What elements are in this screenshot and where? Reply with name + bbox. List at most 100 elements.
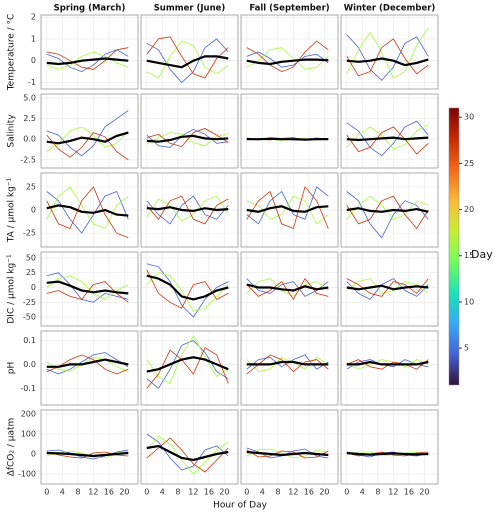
x-tick-label: 4 [360,488,365,497]
day-line [346,126,429,155]
mean-line [346,136,429,142]
panel-background [241,94,338,168]
column-title: Summer (June) [154,4,226,14]
panel [40,330,139,406]
colorbar-title: Day [471,248,493,261]
mean-line [146,444,229,462]
panel-border [240,251,339,327]
panel-border [340,93,439,169]
y-tick-label: -1 [28,78,36,87]
day-line [46,110,129,157]
y-tick-label: 0.0 [23,135,36,144]
day-line [146,435,229,475]
mean-line [246,137,329,141]
lines [246,40,329,73]
mean-line [246,450,329,457]
y-tick-label: 50 [26,253,36,262]
day-line [46,186,129,230]
mean-line [346,57,429,67]
x-tick-label: 8 [75,488,80,497]
day-line [46,352,129,375]
x-tick-label: 4 [260,488,265,497]
y-tick-label: -25 [23,298,36,307]
panel-border [340,251,439,327]
x-tick-label: 20 [119,488,129,497]
panel-border [240,330,339,406]
day-line [346,191,429,239]
lines [346,278,429,300]
colorbar [448,107,460,386]
day-line [346,124,429,150]
panel [140,251,239,327]
colorbar-tick-label: 20 [464,205,474,214]
panel-background [341,94,438,168]
x-tick-label: 0 [244,488,249,497]
day-line [346,195,429,220]
day-line [346,34,429,81]
panel [140,330,239,406]
mean-line [146,55,229,69]
panel-background [41,410,138,484]
y-axis-label: pH [7,362,17,374]
panel [140,14,239,90]
colorbar-tick-label: 15 [464,251,474,260]
mean-line [346,360,429,366]
panel [40,251,139,327]
y-tick-label: 5.0 [23,94,36,103]
x-tick-label: 20 [219,488,229,497]
day-line [146,195,229,225]
panel [340,251,439,327]
y-axis-label: DIC / µmol kg⁻¹ [7,254,17,324]
panel-background [341,410,438,484]
panel [240,172,339,248]
lines [46,272,129,303]
mean-line [46,280,129,295]
day-line [146,38,229,84]
x-tick-label: 16 [204,488,214,497]
mean-line [346,284,429,291]
panel-border [340,330,439,406]
day-line [246,195,329,225]
lines [46,186,129,239]
mean-line [246,205,329,213]
day-line [346,359,429,370]
panel-border [340,409,439,485]
day-line [346,27,429,79]
lines [246,137,329,141]
y-tick-label: -0.1 [20,384,36,393]
panel-background [341,15,438,89]
y-tick-label: -25 [23,229,36,238]
panel [40,93,139,169]
day-line [146,269,229,309]
x-tick-label: 12 [288,488,298,497]
lines [146,263,229,318]
x-tick-label: 4 [60,488,65,497]
day-line [146,334,229,385]
day-line [146,128,229,148]
day-line [46,47,129,70]
x-tick-label: 8 [375,488,380,497]
panel [140,172,239,248]
panel-border [240,409,339,485]
panel-border [40,251,139,327]
x-tick-label: 12 [88,488,98,497]
day-line [246,47,329,70]
panel-border [340,14,439,90]
x-tick-label: 8 [175,488,180,497]
mean-line [146,274,229,301]
panel-background [241,410,338,484]
x-tick-label: 0 [44,488,49,497]
day-line [346,278,429,294]
x-tick-label: 8 [275,488,280,497]
panel-border [40,409,139,485]
y-tick-label: 0 [31,206,36,215]
mean-line [46,204,129,217]
panel-border [140,409,239,485]
mean-line [46,451,129,458]
y-tick-label: 25 [26,268,36,277]
lines [46,352,129,375]
day-line [46,126,129,152]
column-title: Spring (March) [54,4,126,14]
y-tick-label: 0.1 [23,336,36,345]
